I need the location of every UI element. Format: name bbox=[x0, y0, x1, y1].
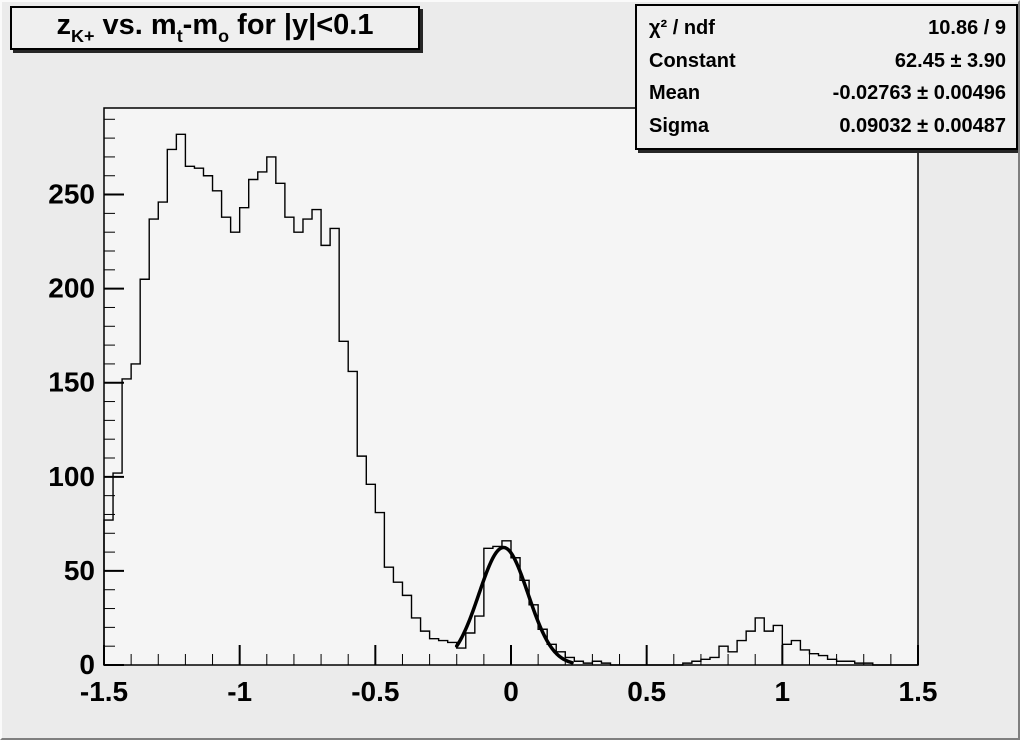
stat-value: -0.02763 ± 0.00496 bbox=[832, 82, 1006, 105]
title-text-segment: vs. m bbox=[94, 8, 177, 41]
gaussian-fit-curve bbox=[454, 545, 574, 665]
fit-stats-pave: χ² / ndf 10.86 / 9 Constant 62.45 ± 3.90 Mea… bbox=[635, 4, 1018, 150]
stat-value: 10.86 / 9 bbox=[928, 17, 1006, 40]
y-tick-label: 200 bbox=[48, 273, 95, 304]
title-text-segment: for |y|<0.1 bbox=[229, 8, 374, 41]
plot-frame bbox=[103, 107, 919, 666]
title-subscript: t bbox=[176, 26, 183, 47]
x-tick-label: 0.5 bbox=[627, 676, 666, 707]
y-tick-label: 250 bbox=[48, 179, 95, 210]
title-pave: zK+ vs. mt-mo for |y|<0.1 bbox=[10, 6, 420, 50]
title-text-segment: -m bbox=[182, 8, 219, 41]
title-text-segment: z bbox=[56, 8, 71, 41]
histogram-steps bbox=[103, 133, 918, 666]
x-tick-label: -1.5 bbox=[80, 676, 128, 707]
stat-value: 62.45 ± 3.90 bbox=[894, 49, 1006, 72]
stat-value: 0.09032 ± 0.00487 bbox=[839, 114, 1006, 137]
title-subscript: K+ bbox=[70, 26, 95, 47]
y-tick-label: 0 bbox=[79, 649, 95, 680]
x-tick-label: 1 bbox=[775, 676, 791, 707]
x-tick-label: -1 bbox=[227, 676, 252, 707]
stat-row-3: Sigma 0.09032 ± 0.00487 bbox=[649, 116, 1006, 136]
y-tick-label: 150 bbox=[48, 367, 95, 398]
stat-label: Constant bbox=[649, 49, 736, 72]
title-subscript: o bbox=[218, 26, 230, 47]
y-tick-label: 50 bbox=[64, 555, 95, 586]
axis-tick-labels: -1.5 -1 -0.5 0 0.5 1 1.5 0 50 100 150 200 250 bbox=[48, 179, 937, 707]
stat-label: Mean bbox=[649, 82, 701, 105]
x-tick-label: 1.5 bbox=[899, 676, 938, 707]
x-tick-label: -0.5 bbox=[351, 676, 399, 707]
stat-row-2: Mean -0.02763 ± 0.00496 bbox=[649, 83, 1006, 103]
stat-label: χ² / ndf bbox=[649, 17, 715, 40]
x-tick-label: 0 bbox=[503, 676, 519, 707]
stat-row-0: χ² / ndf 10.86 / 9 bbox=[649, 18, 1006, 38]
stat-row-1: Constant 62.45 ± 3.90 bbox=[649, 51, 1006, 71]
stat-label: Sigma bbox=[649, 114, 710, 137]
plot-title: zK+ vs. mt-mo for |y|<0.1 bbox=[56, 9, 373, 47]
y-tick-label: 100 bbox=[48, 461, 95, 492]
